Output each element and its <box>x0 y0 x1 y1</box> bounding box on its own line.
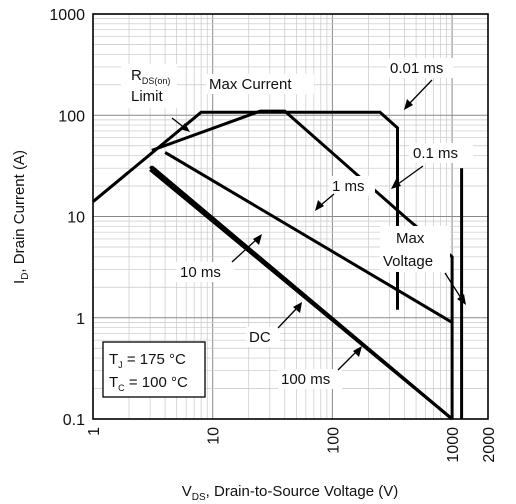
arrow-10-ms-head <box>253 234 262 245</box>
label-dc: DC <box>249 329 271 346</box>
series-100-ms <box>149 165 454 421</box>
x-tick-label-4: 2000 <box>481 427 498 463</box>
arrow-max-voltage <box>444 272 462 299</box>
arrow-0-01-ms-head <box>404 99 413 110</box>
rds-on-label: RDS(on) <box>131 67 170 86</box>
x-tick-label-0: 1 <box>86 427 103 436</box>
label-1-ms: 1 ms <box>332 178 365 195</box>
conditions-box: TJ = 175 °C TC = 100 °C <box>102 341 206 398</box>
voltage-label: Voltage <box>383 253 433 270</box>
series-0-01-ms <box>92 110 399 310</box>
label-10-ms: 10 ms <box>180 264 221 281</box>
y-tick-label-3: 100 <box>58 108 85 125</box>
arrow-10-ms <box>231 239 257 263</box>
y-tick-label-1: 1 <box>76 311 85 328</box>
plot-frame <box>92 13 489 420</box>
arrow-0-01-ms <box>408 79 433 105</box>
annotations: RDS(on) Limit Max Current 0.01 ms 0.1 ms… <box>121 58 473 389</box>
arrow-100-ms-head <box>353 346 362 357</box>
tc-condition: TC = 100 °C <box>109 374 188 393</box>
y-axis-label: ID, Drain Current (A) <box>11 150 31 284</box>
x-tick-label-2: 100 <box>325 427 342 454</box>
y-tick-label-4: 1000 <box>49 7 85 24</box>
x-tick-label-1: 10 <box>206 427 223 445</box>
x-tick-label-3: 1000 <box>445 427 462 463</box>
tj-condition: TJ = 175 °C <box>109 351 186 370</box>
rds-limit-label: Limit <box>131 88 164 105</box>
arrow-100-ms <box>337 351 357 371</box>
arrow-dc-head <box>293 302 302 313</box>
arrow-rds-head <box>180 123 190 132</box>
max-current-label: Max Current <box>209 76 292 93</box>
arrow-dc <box>277 307 298 329</box>
y-tick-label-2: 10 <box>67 210 85 227</box>
series-layer <box>92 109 464 421</box>
arrow-0-1-ms <box>397 165 424 185</box>
arrow-0-1-ms-head <box>391 179 401 189</box>
arrow-max-voltage-head <box>457 294 466 305</box>
label-100-ms: 100 ms <box>281 371 330 388</box>
series-1-ms <box>164 151 453 324</box>
arrow-1-ms <box>320 193 335 206</box>
label-0-01-ms: 0.01 ms <box>390 60 443 77</box>
arrow-1-ms-head <box>315 200 324 211</box>
y-tick-label-0: 0.1 <box>63 412 85 429</box>
label-0-1-ms: 0.1 ms <box>413 145 458 162</box>
max-label: Max <box>396 230 425 247</box>
leader-arrows <box>171 79 466 371</box>
x-axis-label: VDS, Drain-to-Source Voltage (V) <box>182 483 399 503</box>
